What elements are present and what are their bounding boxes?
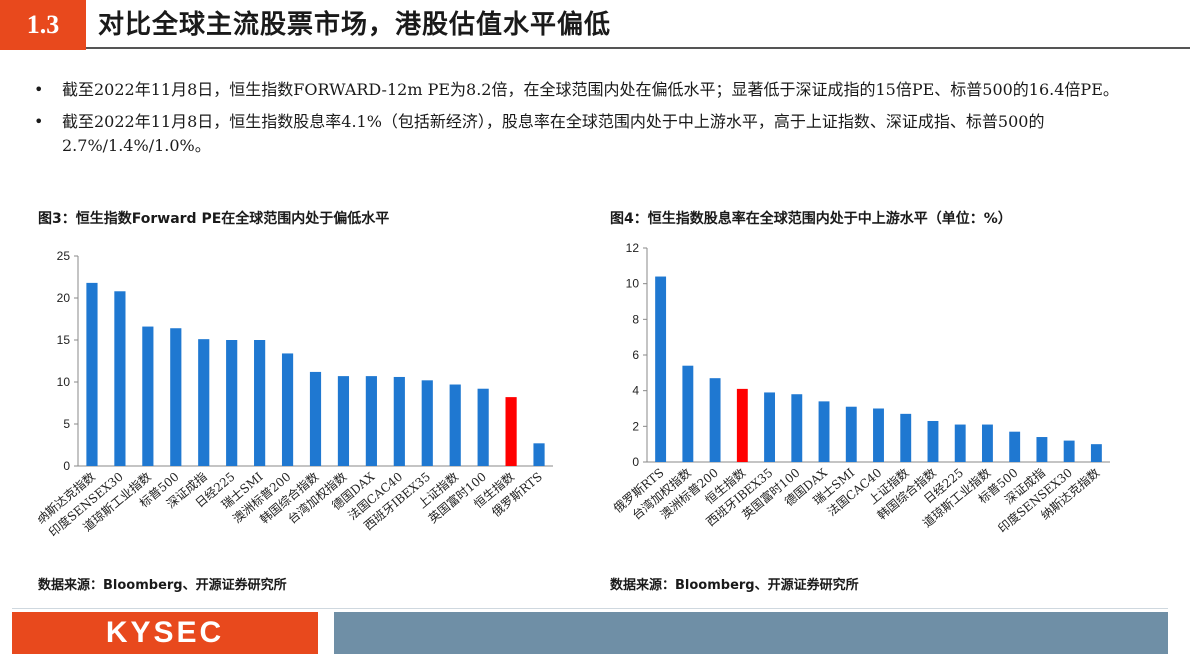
kysec-logo: KYSEC	[12, 612, 318, 654]
bar	[709, 378, 721, 462]
dividend-yield-bar-chart: 024681012俄罗斯RTS台湾加权指数澳洲标普200恒生指数西班牙IBEX3…	[611, 241, 1110, 536]
bar	[198, 339, 210, 466]
bar	[981, 424, 993, 462]
figure-source-right: 数据来源：Bloomberg、开源证券研究所	[610, 578, 859, 593]
y-tick-label: 25	[57, 249, 71, 263]
y-tick-label: 20	[57, 291, 71, 305]
bar	[736, 388, 748, 462]
bar	[900, 413, 912, 462]
y-tick-label: 5	[63, 417, 70, 431]
bar	[655, 276, 667, 462]
bar	[505, 397, 517, 466]
bar	[449, 384, 461, 466]
bar	[254, 340, 266, 466]
bullet-item: • 截至2022年11月8日，恒生指数股息率4.1%（包括新经济），股息率在全球…	[28, 110, 1168, 158]
bar	[845, 406, 857, 462]
footer-divider	[12, 608, 1168, 609]
figure-title-left: 图3：恒生指数Forward PE在全球范围内处于偏低水平	[38, 211, 390, 227]
figure-source-left: 数据来源：Bloomberg、开源证券研究所	[38, 578, 287, 593]
bar	[1090, 444, 1102, 462]
bar	[533, 443, 545, 466]
bar	[142, 326, 154, 466]
y-tick-label: 6	[632, 348, 639, 362]
bullet-text: 截至2022年11月8日，恒生指数FORWARD-12m PE为8.2倍，在全球…	[62, 80, 1119, 99]
bar	[1063, 440, 1075, 462]
y-tick-label: 15	[57, 333, 71, 347]
bar	[226, 340, 238, 466]
bar	[682, 365, 694, 462]
bar	[954, 424, 966, 462]
section-number-badge: 1.3	[0, 0, 86, 50]
pe-bar-chart: 0510152025纳斯达克指数印度SENSEX30道琼斯工业指数标普500深证…	[38, 249, 553, 540]
bar	[281, 353, 294, 466]
bullet-marker: •	[34, 80, 44, 99]
bar	[170, 328, 182, 466]
bullet-item: • 截至2022年11月8日，恒生指数FORWARD-12m PE为8.2倍，在…	[28, 78, 1168, 102]
bar	[764, 392, 776, 462]
bar	[791, 394, 803, 462]
y-tick-label: 0	[632, 455, 639, 469]
bar	[114, 291, 126, 466]
y-tick-label: 8	[632, 312, 639, 326]
y-tick-label: 2	[632, 419, 639, 433]
figure-title-right: 图4：恒生指数股息率在全球范围内处于中上游水平（单位：%）	[610, 211, 1012, 227]
y-tick-label: 10	[57, 375, 71, 389]
bar	[309, 371, 322, 466]
bullet-marker: •	[34, 112, 44, 131]
bar	[927, 420, 939, 462]
page-title: 对比全球主流股票市场，港股估值水平偏低	[98, 10, 612, 40]
bar	[477, 388, 489, 466]
bullet-list: • 截至2022年11月8日，恒生指数FORWARD-12m PE为8.2倍，在…	[28, 78, 1168, 166]
y-tick-label: 0	[63, 459, 70, 473]
footer-band	[334, 612, 1168, 654]
bar	[1009, 431, 1021, 462]
bar	[818, 401, 830, 462]
bar	[86, 282, 98, 466]
y-tick-label: 4	[632, 384, 639, 398]
bar	[393, 376, 405, 466]
bar	[1036, 437, 1048, 462]
y-tick-label: 12	[626, 241, 640, 255]
bullet-text: 截至2022年11月8日，恒生指数股息率4.1%（包括新经济），股息率在全球范围…	[62, 112, 1045, 155]
y-tick-label: 10	[626, 277, 640, 291]
bar	[337, 376, 350, 466]
title-divider	[86, 47, 1190, 49]
bar	[873, 408, 884, 462]
bar	[365, 376, 377, 466]
bar	[421, 380, 433, 466]
